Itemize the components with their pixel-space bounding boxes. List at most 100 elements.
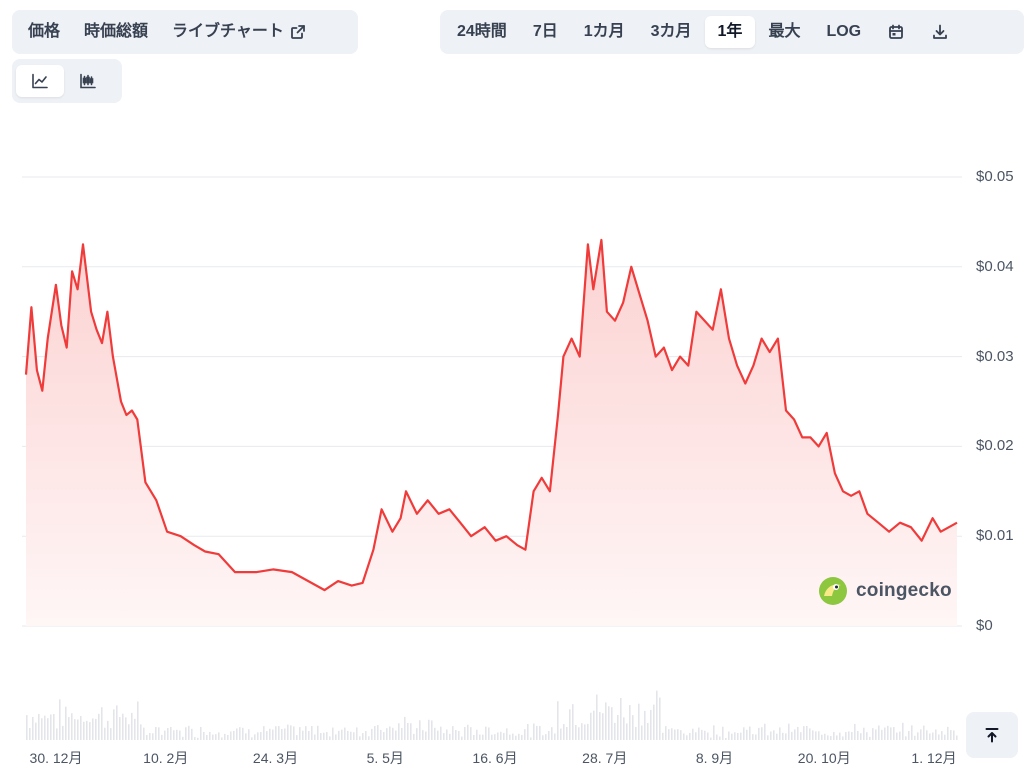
range-3m-button[interactable]: 3カ月 [650, 23, 692, 40]
volume-bar [857, 731, 859, 740]
volume-bar [911, 725, 913, 740]
volume-bar [485, 726, 487, 740]
volume-bar [62, 725, 64, 740]
tab-market-cap[interactable]: 時価総額 [84, 23, 149, 40]
volume-bar [212, 734, 214, 740]
volume-bar [743, 727, 745, 740]
volume-bar [689, 732, 691, 740]
volume-bar [317, 725, 319, 740]
x-tick-label: 16. 6月 [472, 750, 518, 766]
volume-bar [755, 734, 757, 740]
volume-bar [791, 731, 793, 740]
volume-bar [821, 734, 823, 740]
range-max-button[interactable]: 最大 [768, 23, 801, 40]
range-24h-button[interactable]: 24時間 [457, 23, 507, 40]
volume-bar [929, 733, 931, 740]
volume-bar [185, 727, 187, 740]
volume-bar [413, 733, 415, 740]
y-tick-label: $0.01 [976, 527, 1014, 545]
volume-bar [365, 730, 367, 740]
range-1y-button[interactable]: 1年 [704, 16, 756, 48]
volume-bar [383, 732, 385, 740]
volume-bar [461, 736, 463, 740]
volume-bar [359, 736, 361, 740]
volume-bar [257, 732, 259, 740]
volume-bar [704, 730, 706, 740]
volume-bar [401, 727, 403, 740]
tab-price[interactable]: 価格 [28, 23, 61, 40]
volume-bar [845, 732, 847, 740]
volume-bar [692, 728, 694, 740]
volume-bar [74, 719, 76, 740]
volume-bar [434, 727, 436, 740]
volume-bar [650, 709, 652, 740]
volume-bar [725, 738, 727, 740]
volume-bar [554, 733, 556, 740]
volume-bar [323, 732, 325, 740]
volume-bar [173, 730, 175, 740]
range-7d-button[interactable]: 7日 [532, 23, 558, 40]
volume-bar [425, 731, 427, 740]
volume-bar [476, 729, 478, 740]
volume-bar [767, 735, 769, 740]
volume-bar [854, 723, 856, 740]
tab-live-chart[interactable]: ライブチャート [160, 16, 318, 48]
price-area [26, 239, 957, 626]
volume-bar [35, 722, 37, 740]
volume-bar [392, 727, 394, 740]
volume-bar [950, 730, 952, 740]
volume-bar [947, 726, 949, 740]
line-chart-button[interactable] [16, 65, 64, 97]
log-scale-button[interactable]: LOG [826, 23, 862, 40]
volume-bar [638, 703, 640, 740]
volume-bar [500, 731, 502, 740]
volume-bar [677, 729, 679, 740]
scroll-to-top-button[interactable] [966, 712, 1018, 758]
volume-bar [914, 735, 916, 740]
volume-bar [71, 713, 73, 740]
volume-bar [899, 731, 901, 740]
volume-bar [710, 737, 712, 740]
volume-bar [353, 732, 355, 740]
calendar-button[interactable] [874, 16, 918, 48]
volume-bar [773, 730, 775, 740]
volume-bar [521, 734, 523, 740]
volume-bar [944, 734, 946, 740]
volume-bar [935, 729, 937, 740]
candlestick-chart-button[interactable] [64, 65, 112, 97]
volume-bar [878, 725, 880, 740]
volume-bar [215, 734, 217, 740]
download-button[interactable] [918, 16, 962, 48]
volume-bar [188, 725, 190, 740]
volume-bar [518, 733, 520, 740]
volume-bar [260, 732, 262, 740]
volume-bar [347, 730, 349, 740]
range-1m-button[interactable]: 1カ月 [583, 23, 625, 40]
volume-bar [641, 725, 643, 740]
volume-bar [134, 718, 136, 740]
volume-bar [482, 734, 484, 740]
volume-bar [668, 729, 670, 740]
volume-bar [575, 724, 577, 740]
volume-bar [848, 731, 850, 740]
volume-bar [779, 727, 781, 740]
volume-bar [440, 726, 442, 740]
volume-bar [452, 726, 454, 740]
volume-bar [44, 715, 46, 740]
volume-bar [707, 732, 709, 740]
x-tick-label: 5. 5月 [366, 750, 404, 766]
volume-bar [299, 727, 301, 740]
volume-bar [620, 698, 622, 740]
volume-bar [662, 732, 664, 740]
metric-tab-group: 価格 時価総額 ライブチャート [12, 10, 358, 54]
volume-bar [932, 732, 934, 740]
volume-bar [329, 736, 331, 740]
volume-bar [80, 715, 82, 740]
x-tick-label: 1. 12月 [911, 750, 957, 766]
volume-bar [242, 727, 244, 740]
volume-bar [197, 737, 199, 740]
volume-bar [920, 729, 922, 740]
volume-bar [236, 728, 238, 740]
volume-bar [464, 727, 466, 740]
